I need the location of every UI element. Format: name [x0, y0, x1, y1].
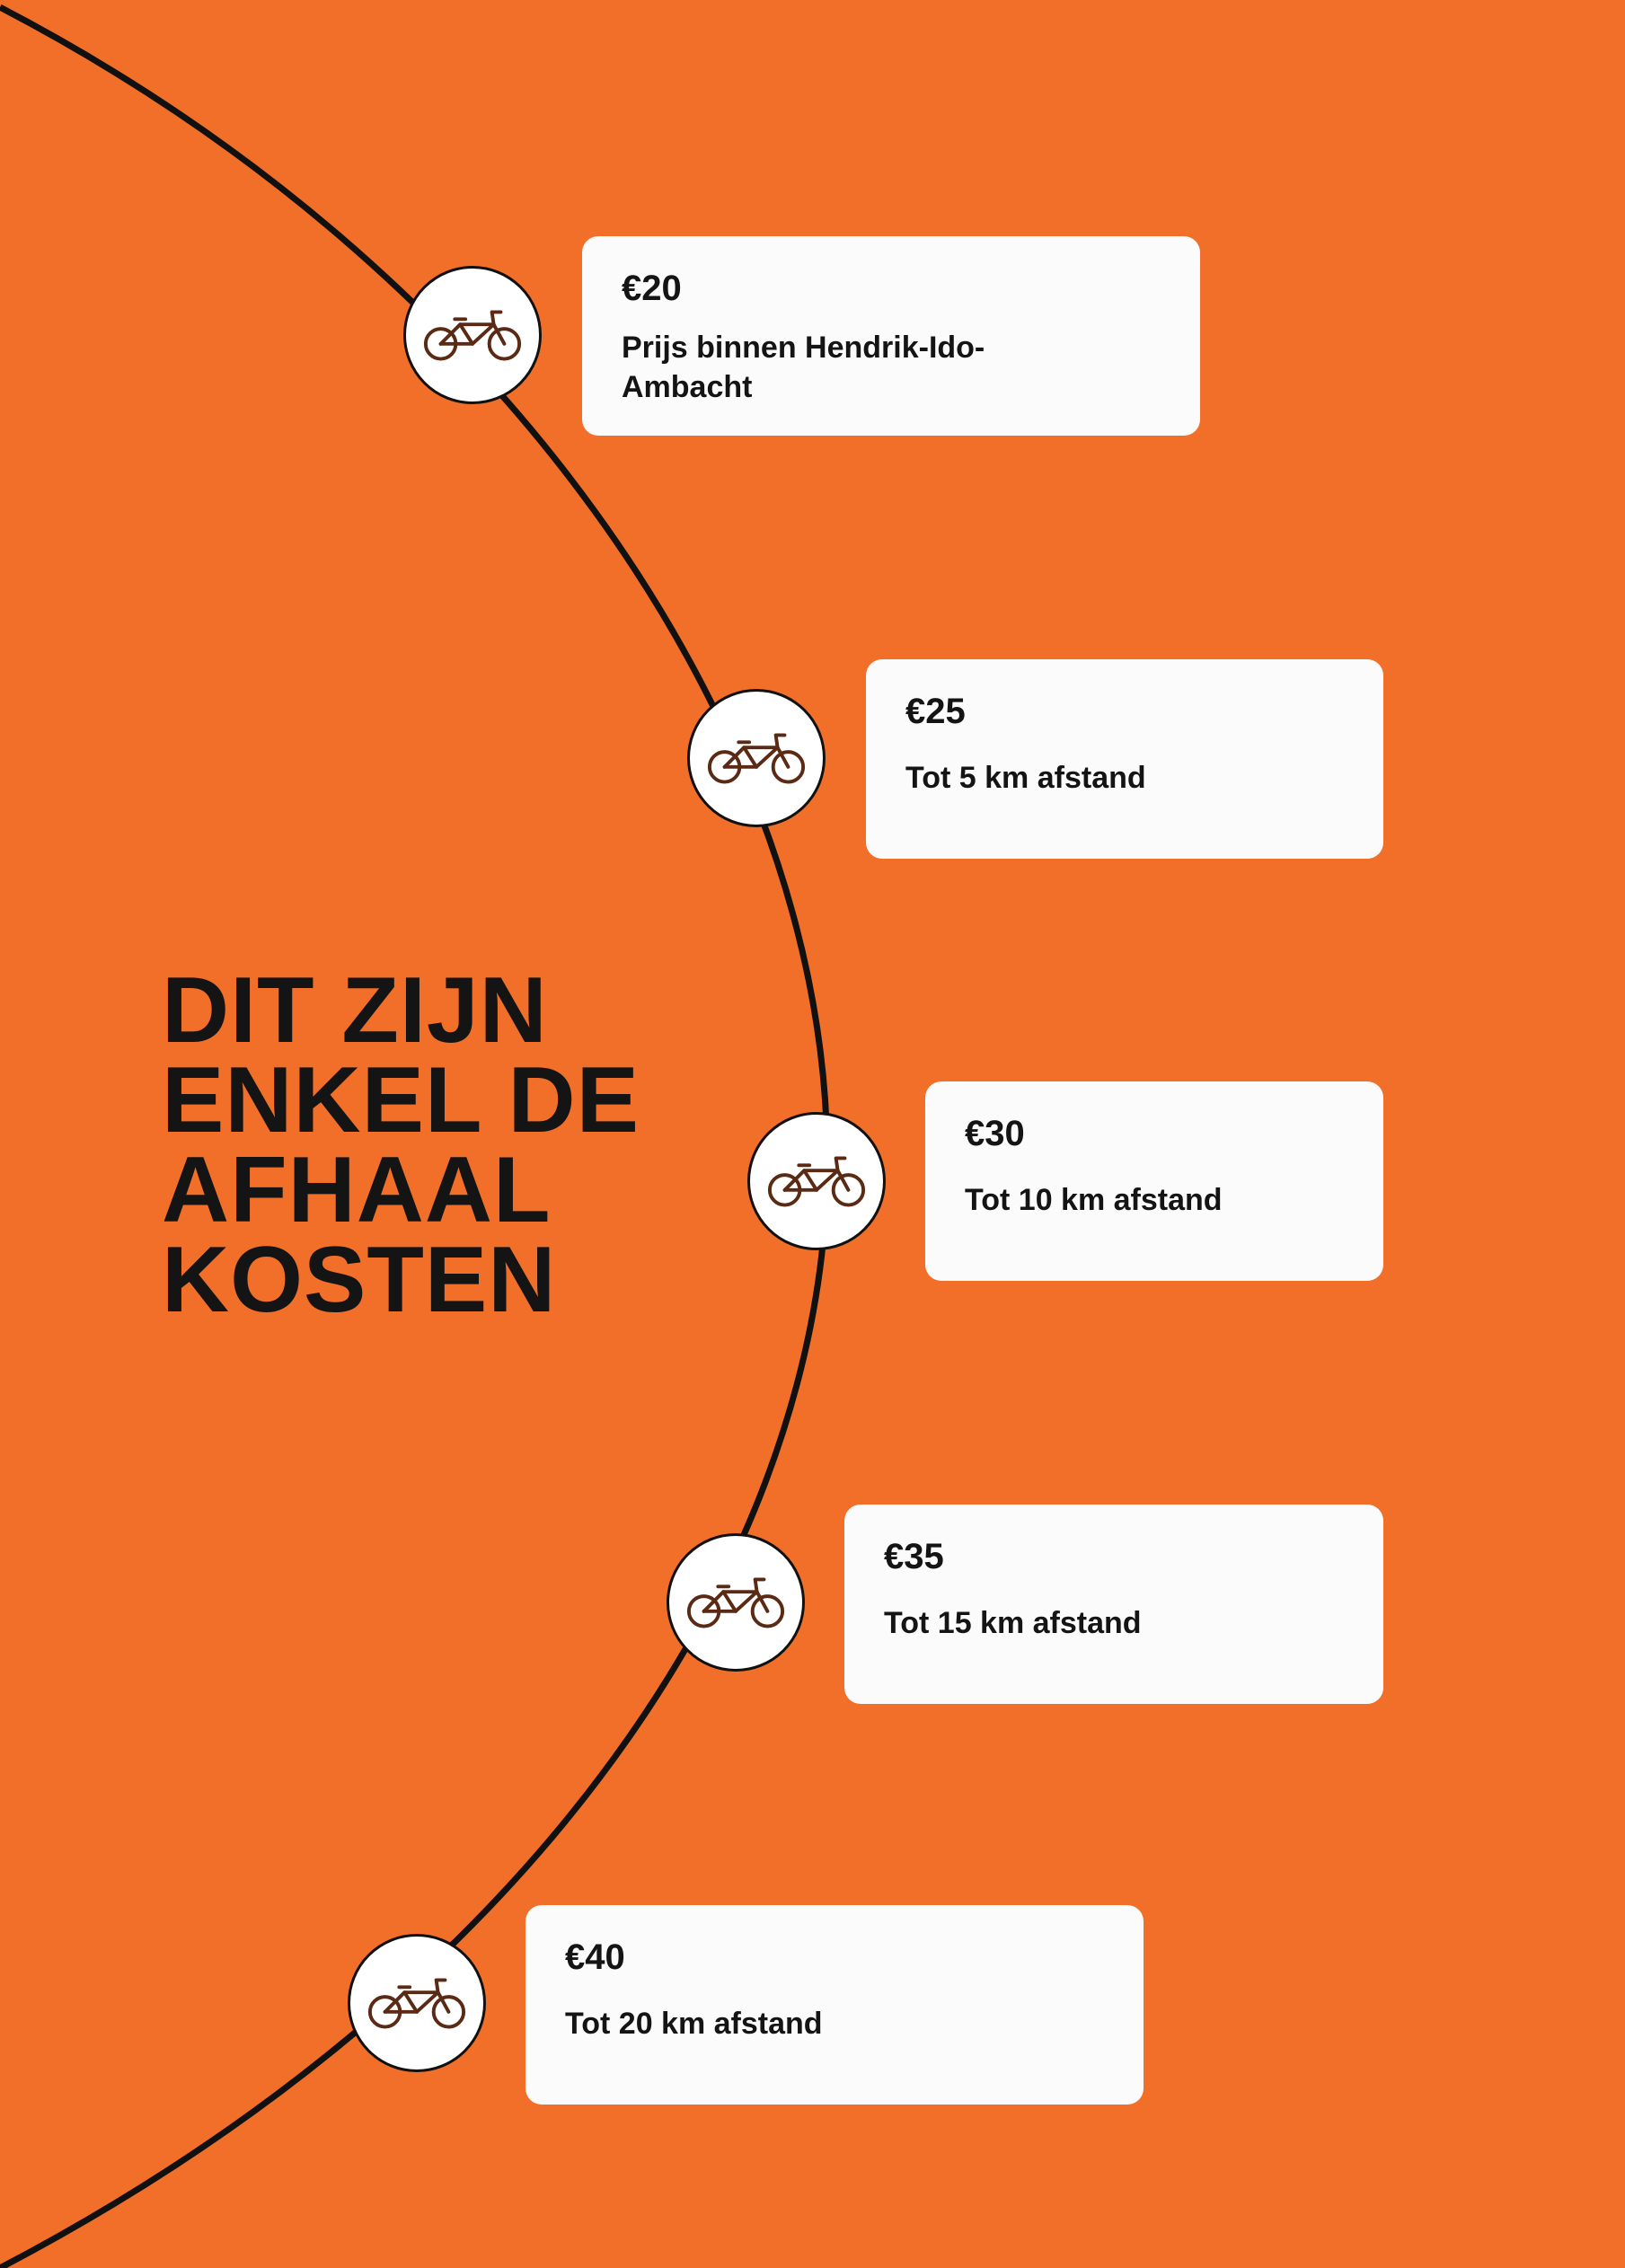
- stop-marker-1: [403, 266, 542, 404]
- price-card-5: €40 Tot 20 km afstand: [525, 1905, 1144, 2105]
- stop-marker-2: [687, 689, 826, 827]
- bicycle-icon: [423, 310, 522, 361]
- price-value: €30: [965, 1114, 1025, 1153]
- bicycle-icon: [686, 1577, 785, 1628]
- stop-marker-5: [348, 1934, 486, 2072]
- price-description: Tot 15 km afstand: [884, 1606, 1142, 1640]
- stop-marker-4: [667, 1533, 805, 1672]
- title-line-4: KOSTEN: [162, 1228, 557, 1332]
- title-line-2: ENKEL DE: [162, 1048, 640, 1152]
- price-card-1: €20 Prijs binnen Hendrik-Ido-Ambacht: [582, 236, 1200, 436]
- stop-marker-3: [747, 1112, 886, 1250]
- price-description: Tot 20 km afstand: [565, 2007, 823, 2041]
- bicycle-icon: [367, 1978, 466, 2029]
- bicycle-icon: [767, 1156, 866, 1207]
- price-description: Prijs binnen Hendrik-Ido-Ambacht: [622, 331, 985, 404]
- price-value: €25: [905, 692, 966, 731]
- page-title: DIT ZIJN ENKEL DE AFHAAL KOSTEN: [162, 958, 640, 1332]
- title-line-1: DIT ZIJN: [162, 958, 548, 1063]
- title-line-3: AFHAAL: [162, 1138, 552, 1242]
- price-description: Tot 5 km afstand: [905, 761, 1146, 795]
- price-value: €40: [565, 1937, 625, 1977]
- price-value: €20: [622, 269, 682, 308]
- price-value: €35: [884, 1537, 944, 1576]
- price-card-3: €30 Tot 10 km afstand: [925, 1081, 1383, 1281]
- bicycle-icon: [707, 733, 806, 784]
- price-description: Tot 10 km afstand: [965, 1183, 1223, 1217]
- price-card-4: €35 Tot 15 km afstand: [844, 1505, 1383, 1704]
- price-card-2: €25 Tot 5 km afstand: [866, 659, 1383, 859]
